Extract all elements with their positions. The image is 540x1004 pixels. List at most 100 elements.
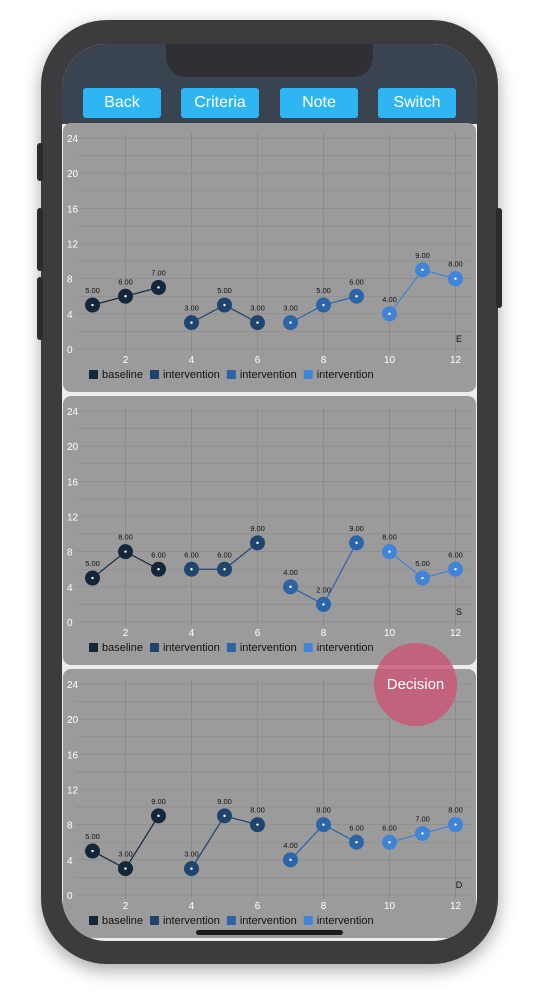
legend-swatch <box>303 643 313 652</box>
data-point-center <box>388 841 391 844</box>
data-label: 5.00 <box>85 286 100 295</box>
legend-label: intervention <box>240 642 297 654</box>
data-label: 6.00 <box>184 550 199 559</box>
y-tick-label: 20 <box>67 715 79 726</box>
data-point-center <box>91 849 94 853</box>
legend-label: intervention <box>317 369 374 381</box>
data-point-center <box>454 823 457 826</box>
data-point-center <box>223 568 226 571</box>
panel-letter: D <box>456 880 463 890</box>
data-label: 6.00 <box>217 550 232 559</box>
y-tick-label: 8 <box>67 821 73 832</box>
data-point-center <box>223 814 226 818</box>
y-tick-label: 0 <box>67 891 73 902</box>
screen: Back Criteria Note Switch 0 4 8 12 16 20 24 2 4 6… <box>62 44 477 941</box>
legend-label: intervention <box>240 369 297 381</box>
y-tick-label: 16 <box>67 204 79 215</box>
data-label: 3.00 <box>118 850 133 859</box>
panel-letter: E <box>456 334 462 344</box>
legend-label: intervention <box>317 642 374 654</box>
legend-swatch <box>149 643 159 652</box>
legend-swatch <box>226 916 236 925</box>
home-indicator[interactable] <box>196 930 343 935</box>
data-point-center <box>322 303 325 307</box>
y-tick-label: 12 <box>67 513 79 524</box>
criteria-button[interactable]: Criteria <box>181 88 259 118</box>
data-label: 9.00 <box>250 524 265 533</box>
data-label: 8.00 <box>382 533 397 542</box>
data-point-center <box>421 832 424 835</box>
y-tick-label: 20 <box>67 442 79 453</box>
data-point-center <box>223 303 226 307</box>
x-tick-label: 2 <box>123 901 129 912</box>
data-point-center <box>256 823 259 826</box>
data-point-center <box>157 814 160 818</box>
y-tick-label: 24 <box>67 680 79 691</box>
y-tick-label: 8 <box>67 275 73 286</box>
data-label: 8.00 <box>316 806 331 815</box>
y-tick-label: 20 <box>67 169 79 180</box>
y-tick-label: 24 <box>67 407 79 418</box>
legend-swatch <box>226 643 236 652</box>
data-label: 5.00 <box>85 832 100 841</box>
data-label: 8.00 <box>448 260 463 269</box>
data-point-center <box>289 321 292 324</box>
legend-swatch <box>303 916 313 925</box>
decision-button[interactable]: Decision <box>374 643 457 726</box>
x-tick-label: 10 <box>384 628 396 639</box>
silent-switch <box>37 143 43 181</box>
x-tick-label: 2 <box>123 628 129 639</box>
y-tick-label: 0 <box>67 345 73 356</box>
legend-swatch <box>89 916 98 925</box>
data-label: 9.00 <box>415 251 430 260</box>
legend-swatch <box>226 370 236 379</box>
x-tick-label: 4 <box>189 355 195 366</box>
legend-label: baseline <box>102 915 143 927</box>
data-point-center <box>256 321 259 324</box>
data-label: 7.00 <box>415 814 430 823</box>
legend-label: intervention <box>317 915 374 927</box>
data-label: 9.00 <box>151 797 166 806</box>
data-label: 7.00 <box>151 268 166 277</box>
data-point-center <box>355 295 358 298</box>
data-label: 2.00 <box>316 585 331 594</box>
data-point-center <box>454 277 457 280</box>
note-button[interactable]: Note <box>280 88 358 118</box>
x-tick-label: 2 <box>123 355 129 366</box>
data-label: 9.00 <box>349 524 364 533</box>
data-point-center <box>289 858 292 862</box>
data-label: 8.00 <box>118 533 133 542</box>
data-point-center <box>157 286 160 289</box>
data-point-center <box>388 550 391 553</box>
data-label: 6.00 <box>382 823 397 832</box>
y-tick-label: 16 <box>67 477 79 488</box>
data-label: 9.00 <box>217 797 232 806</box>
data-point-center <box>289 585 292 589</box>
legend-swatch <box>89 370 98 379</box>
y-tick-label: 4 <box>67 583 73 594</box>
data-point-center <box>256 541 259 545</box>
y-tick-label: 0 <box>67 618 73 629</box>
legend-swatch <box>149 916 159 925</box>
data-point-center <box>91 303 94 307</box>
back-button[interactable]: Back <box>83 88 161 118</box>
switch-button[interactable]: Switch <box>378 88 456 118</box>
volume-down-button <box>37 277 43 340</box>
data-point-center <box>124 550 127 553</box>
x-tick-label: 8 <box>321 628 327 639</box>
data-point-center <box>454 568 457 571</box>
data-label: 6.00 <box>349 277 364 286</box>
data-point-center <box>421 576 424 580</box>
data-point-center <box>91 576 94 580</box>
panel-letter: S <box>456 607 462 617</box>
notch <box>166 44 373 77</box>
data-label: 6.00 <box>118 277 133 286</box>
legend-label: intervention <box>163 369 220 381</box>
y-tick-label: 16 <box>67 750 79 761</box>
chart-panel-s: 0 4 8 12 16 20 24 2 4 6 8 10 12 S 5.00 8.00 6.00 6.00 6.00… <box>63 396 476 665</box>
data-label: 3.00 <box>283 304 298 313</box>
data-label: 5.00 <box>316 286 331 295</box>
